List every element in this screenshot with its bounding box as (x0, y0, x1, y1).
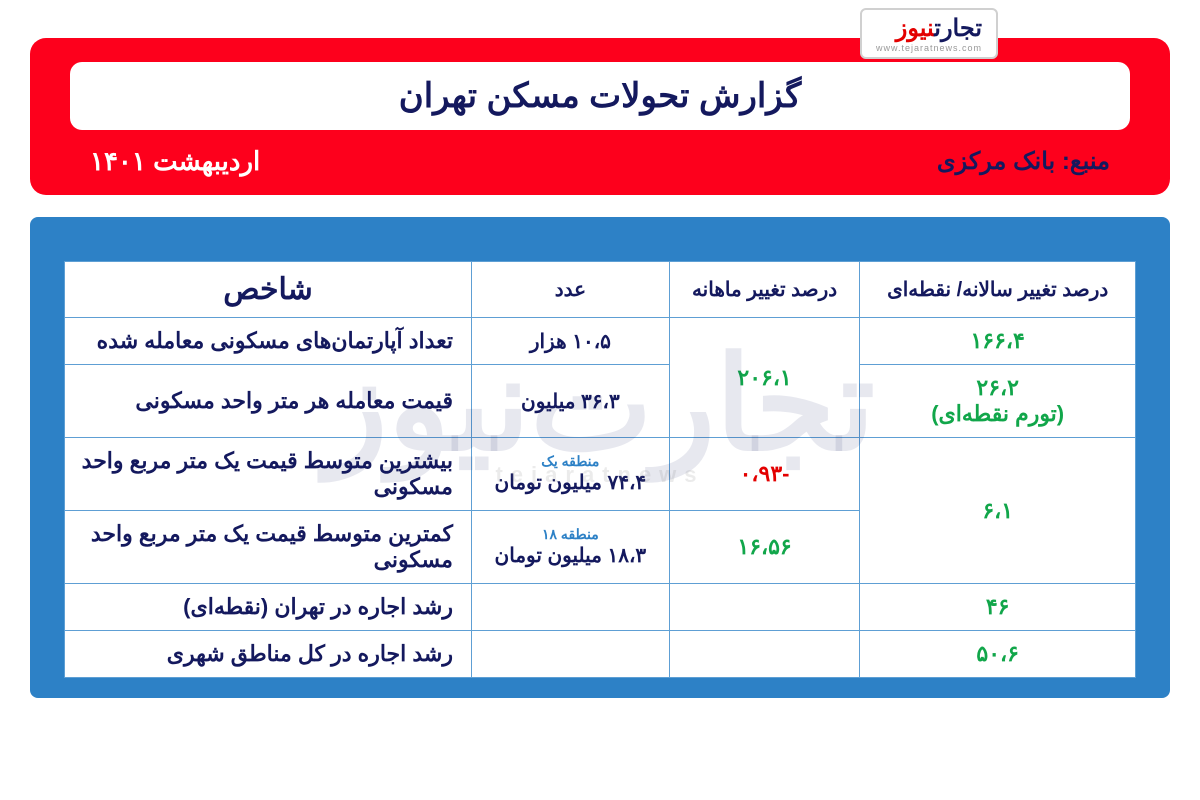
date-label: اردیبهشت ۱۴۰۱ (90, 146, 260, 177)
table-row: ۴۶ رشد اجاره در تهران (نقطه‌ای) (65, 584, 1136, 631)
cell-annual: ۱۶۶،۴ (860, 318, 1136, 365)
logo-url: www.tejaratnews.com (876, 43, 982, 53)
cell-index: کمترین متوسط قیمت یک متر مربع واحد مسکون… (65, 511, 472, 584)
cell-value (471, 631, 669, 678)
cell-value: ۱۰،۵ هزار (471, 318, 669, 365)
cell-value: منطقه ۱۸ ۱۸،۳ میلیون تومان (471, 511, 669, 584)
cell-monthly: ۲۰۶،۱ (669, 318, 860, 438)
col-value: عدد (471, 262, 669, 318)
table-row: ۵۰،۶ رشد اجاره در کل مناطق شهری (65, 631, 1136, 678)
table-panel: درصد تغییر سالانه/ نقطه‌ای درصد تغییر ما… (30, 217, 1170, 698)
table-row: ۱۶۶،۴ ۲۰۶،۱ ۱۰،۵ هزار تعداد آپارتمان‌های… (65, 318, 1136, 365)
title-box: گزارش تحولات مسکن تهران (70, 62, 1130, 130)
cell-index: بیشترین متوسط قیمت یک متر مربع واحد مسکو… (65, 438, 472, 511)
page-title: گزارش تحولات مسکن تهران (130, 76, 1070, 116)
source-label: منبع: بانک مرکزی (937, 147, 1110, 176)
col-monthly: درصد تغییر ماهانه (669, 262, 860, 318)
cell-monthly: ۱۶،۵۶ (669, 511, 860, 584)
region-label: منطقه ۱۸ (484, 526, 657, 543)
cell-index: رشد اجاره در تهران (نقطه‌ای) (65, 584, 472, 631)
cell-monthly (669, 584, 860, 631)
cell-annual: ۴۶ (860, 584, 1136, 631)
cell-index: رشد اجاره در کل مناطق شهری (65, 631, 472, 678)
logo-part2: نیوز (896, 15, 934, 42)
cell-annual: ۲۶،۲ (تورم نقطه‌ای) (860, 365, 1136, 438)
col-index: شاخص (65, 262, 472, 318)
logo-badge: تجارتنیوز www.tejaratnews.com (860, 8, 998, 59)
cell-value: منطقه یک ۷۴،۴ میلیون تومان (471, 438, 669, 511)
cell-monthly-neg: -۰،۹۳ (669, 438, 860, 511)
cell-value-text: ۱۸،۳ میلیون تومان (495, 545, 647, 567)
cell-monthly (669, 631, 860, 678)
subheader-row: منبع: بانک مرکزی اردیبهشت ۱۴۰۱ (70, 146, 1130, 177)
cell-annual: ۵۰،۶ (860, 631, 1136, 678)
col-annual: درصد تغییر سالانه/ نقطه‌ای (860, 262, 1136, 318)
logo-part1: تجارت (934, 15, 982, 42)
table-row: ۶،۱ -۰،۹۳ منطقه یک ۷۴،۴ میلیون تومان بیش… (65, 438, 1136, 511)
housing-table: درصد تغییر سالانه/ نقطه‌ای درصد تغییر ما… (64, 261, 1136, 678)
cell-monthly: ۶،۱ (860, 438, 1136, 584)
logo-text: تجارتنیوز (876, 14, 982, 43)
table-header-row: درصد تغییر سالانه/ نقطه‌ای درصد تغییر ما… (65, 262, 1136, 318)
cell-value (471, 584, 669, 631)
region-label: منطقه یک (484, 453, 657, 470)
table-row: ۲۶،۲ (تورم نقطه‌ای) ۳۶،۳ میلیون قیمت معا… (65, 365, 1136, 438)
cell-index: تعداد آپارتمان‌های مسکونی معامله شده (65, 318, 472, 365)
cell-value: ۳۶،۳ میلیون (471, 365, 669, 438)
header-panel: گزارش تحولات مسکن تهران منبع: بانک مرکزی… (30, 38, 1170, 195)
cell-index: قیمت معامله هر متر واحد مسکونی (65, 365, 472, 438)
cell-value-text: ۷۴،۴ میلیون تومان (495, 472, 647, 494)
